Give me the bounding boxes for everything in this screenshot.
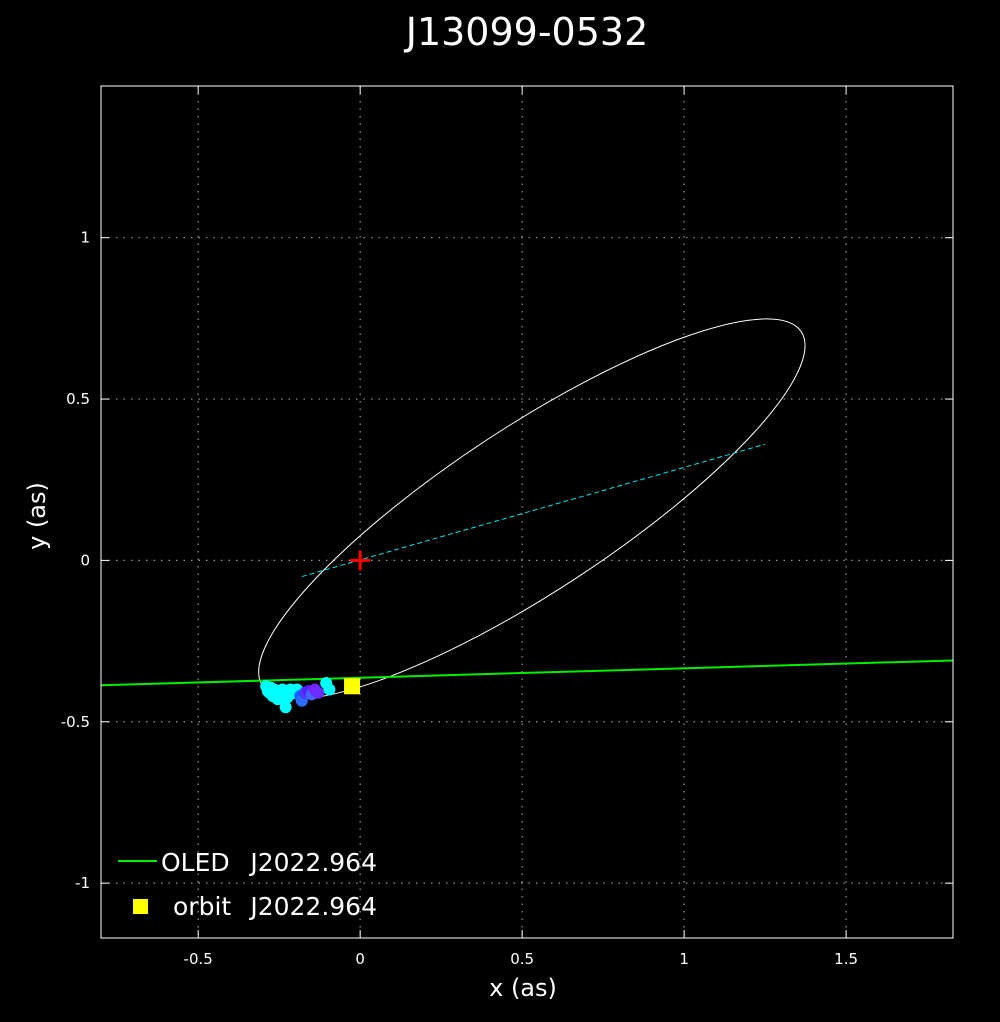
legend-oled-name: OLED [161, 848, 230, 877]
x-tick-label: -0.5 [184, 950, 213, 968]
line-of-nodes [301, 443, 766, 578]
y-tick-labels: 1 0.5 0 -0.5 -1 [61, 229, 90, 892]
oled-line [101, 659, 953, 687]
primary-star-marker [350, 550, 371, 571]
x-tick-label: 1.5 [834, 950, 858, 968]
observations [260, 677, 336, 714]
legend-orbit-name: orbit [173, 892, 231, 921]
chart-title: J13099-0532 [404, 10, 649, 54]
x-tick-labels: -0.5 0 0.5 1 1.5 [184, 950, 858, 968]
plot-content [101, 318, 953, 714]
observation-point [279, 701, 292, 714]
x-tick-label: 1 [679, 950, 689, 968]
legend-orbit-epoch: J2022.964 [248, 892, 377, 921]
y-tick-label: -0.5 [61, 713, 90, 731]
y-tick-label: -1 [75, 874, 90, 892]
y-axis-label: y (as) [23, 482, 51, 550]
axis-ticks [101, 86, 953, 938]
orbit-position-marker [344, 678, 361, 695]
legend: OLED J2022.964 orbit J2022.964 [118, 848, 377, 921]
x-axis-label: x (as) [489, 974, 557, 1002]
y-tick-label: 0.5 [66, 390, 90, 408]
legend-orbit-swatch [133, 899, 148, 914]
observation-point [312, 686, 325, 699]
plot-frame [100, 85, 954, 939]
y-tick-label: 0 [80, 551, 90, 569]
observation-point [323, 683, 336, 696]
x-tick-label: 0.5 [510, 950, 534, 968]
legend-oled-epoch: J2022.964 [248, 848, 377, 877]
y-tick-label: 1 [80, 229, 90, 247]
x-tick-label: 0 [355, 950, 365, 968]
